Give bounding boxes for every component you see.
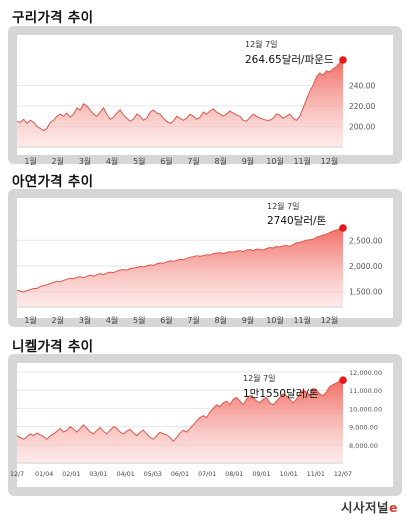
x-tick-label: 5월	[133, 156, 145, 166]
x-tick-label: 7월	[187, 156, 199, 166]
x-tick-label: 08/01	[225, 471, 243, 478]
x-tick-label: 2월	[52, 315, 64, 325]
x-tick-label: 03/01	[89, 471, 107, 478]
x-tick-label: 12/7	[10, 471, 24, 478]
chart2-panel: 1,500.00 2,000.00 2,500.00 1월 2월 3월 4월 5월 6월 7월 8월…	[8, 189, 402, 327]
x-tick-label: 04/01	[117, 471, 135, 478]
y-tick-label: 2,000.00	[349, 262, 383, 271]
nickel-price-chart: 8,000.00 9,000.00 10,000.00 11,000.00 12,000…	[10, 369, 382, 478]
chart1-panel: 200.00 220.00 240.00 1월 2월 3월 4월 5월 6월 7월 8월 9월 10월 1…	[8, 26, 402, 166]
x-tick-label: 12월	[321, 315, 339, 325]
x-tick-label: 09/01	[252, 471, 270, 478]
x-tick-label: 6월	[160, 315, 172, 325]
x-tick-label: 07/01	[198, 471, 216, 478]
x-tick-label: 10/01	[280, 471, 298, 478]
latest-point-marker	[339, 224, 347, 232]
x-tick-label: 5월	[133, 315, 145, 325]
brand-mark: e	[389, 500, 398, 515]
x-tick-label: 11월	[293, 156, 311, 166]
y-tick-label: 220.00	[349, 102, 375, 111]
x-tick-label: 02/01	[62, 471, 80, 478]
y-tick-label: 200.00	[349, 122, 375, 131]
x-tick-label: 05/03	[144, 471, 162, 478]
chart1-inner: 200.00 220.00 240.00 1월 2월 3월 4월 5월 6월 7월 8월 9월 10월 1…	[16, 35, 393, 166]
annotation-value: 264.65달러/파운드	[245, 54, 334, 66]
chart1-title: 구리가격 추이	[12, 10, 94, 26]
x-tick-label: 7월	[187, 315, 199, 325]
x-tick-label: 11/01	[307, 471, 325, 478]
y-tick-label: 240.00	[349, 81, 375, 90]
annotation-value: 1만1550달러/톤	[243, 388, 319, 400]
brand-name: 시사저널	[341, 500, 390, 515]
chart2-inner: 1,500.00 2,000.00 2,500.00 1월 2월 3월 4월 5월 6월 7월 8월…	[16, 198, 393, 325]
y-tick-label: 11,000.00	[349, 387, 382, 395]
chart2-title: 아연가격 추이	[12, 174, 94, 190]
annotation-date: 12월 7일	[243, 373, 276, 383]
price-area	[17, 228, 343, 307]
y-tick-label: 9,000.00	[349, 424, 378, 432]
x-tick-label: 4월	[106, 315, 118, 325]
x-tick-label: 01/04	[35, 471, 53, 478]
x-tick-label: 1월	[24, 315, 36, 325]
brand-logo: 시사저널e	[341, 497, 398, 516]
annotation-date: 12월 7일	[267, 201, 300, 211]
price-line	[16, 379, 344, 442]
y-tick-label: 8,000.00	[349, 442, 378, 450]
chart3-inner: 8,000.00 9,000.00 10,000.00 11,000.00 12,000…	[10, 363, 393, 487]
x-tick-label: 6월	[160, 156, 172, 166]
annotation-date: 12월 7일	[245, 39, 278, 49]
x-tick-label: 10월	[266, 156, 284, 166]
x-tick-label: 9월	[242, 315, 254, 325]
x-tick-label: 10월	[266, 315, 284, 325]
latest-point-marker	[339, 56, 347, 64]
annotation-value: 2740달러/톤	[267, 215, 327, 227]
x-tick-label: 12월	[321, 156, 339, 166]
chart3-title: 니켈가격 추이	[12, 339, 94, 355]
x-tick-label: 4월	[106, 156, 118, 166]
chart3-panel: 8,000.00 9,000.00 10,000.00 11,000.00 12,000…	[8, 354, 402, 496]
x-tick-label: 2월	[52, 156, 64, 166]
price-line	[16, 227, 344, 293]
y-tick-label: 1,500.00	[349, 288, 383, 297]
x-tick-label: 11월	[293, 315, 311, 325]
y-tick-label: 10,000.00	[349, 405, 382, 413]
price-area	[17, 60, 343, 147]
latest-point-marker	[339, 376, 347, 384]
price-area	[17, 380, 343, 463]
x-tick-label: 06/01	[171, 471, 189, 478]
y-tick-label: 12,000.00	[349, 369, 382, 377]
price-line	[16, 59, 344, 132]
x-tick-label: 3월	[79, 315, 91, 325]
zinc-price-chart: 1,500.00 2,000.00 2,500.00 1월 2월 3월 4월 5월 6월 7월 8월…	[16, 201, 383, 325]
copper-price-chart: 200.00 220.00 240.00 1월 2월 3월 4월 5월 6월 7월 8월 9월 10월 1…	[16, 39, 375, 166]
y-tick-label: 2,500.00	[349, 236, 383, 245]
x-tick-label: 12/07	[334, 471, 352, 478]
x-tick-label: 3월	[79, 156, 91, 166]
x-tick-label: 8월	[215, 156, 227, 166]
x-tick-label: 1월	[24, 156, 36, 166]
x-tick-label: 8월	[215, 315, 227, 325]
x-tick-label: 9월	[242, 156, 254, 166]
